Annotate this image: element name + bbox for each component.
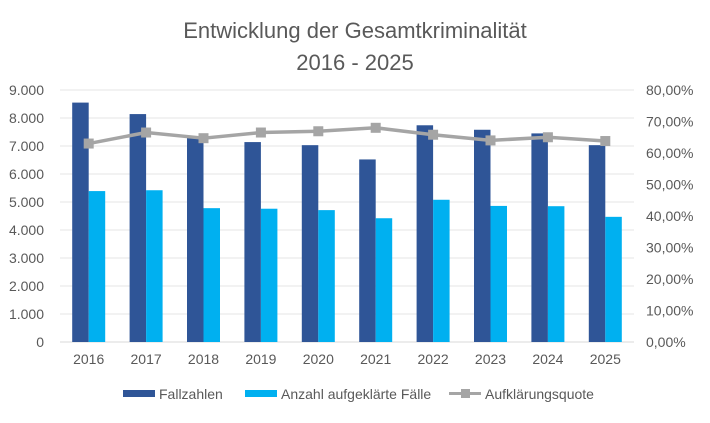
right-axis-tick-label: 70,00%	[646, 114, 693, 130]
legend-label-aufgeklaerte: Anzahl aufgeklärte Fälle	[281, 386, 431, 402]
legend-swatch-fallzahlen	[123, 390, 155, 397]
x-axis-tick-label: 2018	[188, 351, 219, 367]
left-axis-tick-label: 2.000	[9, 278, 44, 294]
bar-fallzahlen	[129, 114, 147, 342]
x-axis-tick-label: 2021	[360, 351, 391, 367]
bar-aufgeklaerte	[433, 199, 450, 342]
bar-aufgeklaerte	[260, 208, 278, 342]
left-axis-tick-label: 5.000	[9, 194, 44, 210]
bar-fallzahlen	[359, 159, 376, 342]
marker-aufklaerungsquote	[485, 135, 496, 146]
bar-aufgeklaerte	[146, 190, 163, 342]
marker-aufklaerungsquote	[370, 122, 381, 133]
x-axis-tick-label: 2017	[131, 351, 162, 367]
x-axis-tick-label: 2025	[590, 351, 621, 367]
bar-aufgeklaerte	[547, 206, 565, 342]
legend: Fallzahlen Anzahl aufgeklärte Fälle Aufk…	[123, 386, 594, 402]
bar-fallzahlen	[187, 137, 204, 342]
marker-aufklaerungsquote	[600, 136, 611, 147]
x-axis-tick-label: 2016	[73, 351, 104, 367]
legend-swatch-aufgeklaerte	[245, 390, 277, 397]
right-axis-tick-label: 20,00%	[646, 271, 693, 287]
marker-aufklaerungsquote	[198, 133, 209, 144]
left-axis-tick-label: 7.000	[9, 138, 44, 154]
right-axis-tick-label: 30,00%	[646, 240, 693, 256]
left-axis-tick-label: 4.000	[9, 222, 44, 238]
bar-aufgeklaerte	[490, 205, 507, 342]
marker-aufklaerungsquote	[313, 126, 324, 137]
bar-aufgeklaerte	[318, 210, 335, 342]
bar-fallzahlen	[416, 125, 434, 342]
legend-swatch-quote-marker	[461, 389, 470, 398]
left-axis-tick-label: 8.000	[9, 110, 44, 126]
bar-aufgeklaerte	[605, 216, 622, 342]
right-axis-tick-label: 0,00%	[646, 334, 686, 350]
marker-aufklaerungsquote	[255, 127, 266, 138]
bar-fallzahlen	[72, 102, 89, 342]
marker-aufklaerungsquote	[542, 132, 553, 143]
right-axis-tick-label: 50,00%	[646, 177, 693, 193]
legend-label-fallzahlen: Fallzahlen	[159, 386, 223, 402]
line-aufklaerungsquote	[88, 126, 606, 146]
bar-aufgeklaerte	[203, 208, 220, 342]
right-axis-tick-label: 10,00%	[646, 303, 693, 319]
x-axis-tick-label: 2022	[418, 351, 449, 367]
left-axis-tick-label: 6.000	[9, 166, 44, 182]
marker-aufklaerungsquote	[141, 127, 152, 138]
left-axis-tick-label: 1.000	[9, 306, 44, 322]
left-axis-tick-label: 9.000	[9, 82, 44, 98]
left-axis-tick-label: 0	[36, 334, 44, 350]
chart-title-line-1: Entwicklung der Gesamtkriminalität	[183, 18, 527, 43]
marker-aufklaerungsquote	[428, 129, 439, 140]
x-axis-tick-label: 2019	[245, 351, 276, 367]
chart-title-line-2: 2016 - 2025	[296, 50, 413, 75]
bar-fallzahlen	[531, 133, 548, 342]
bar-fallzahlen	[301, 145, 319, 342]
marker-aufklaerungsquote	[83, 138, 94, 149]
legend-label-quote: Aufklärungsquote	[485, 386, 594, 402]
bar-fallzahlen	[474, 129, 491, 342]
x-axis-tick-label: 2020	[303, 351, 334, 367]
left-axis-tick-label: 3.000	[9, 250, 44, 266]
right-axis-tick-label: 80,00%	[646, 82, 693, 98]
x-axis-tick-label: 2023	[475, 351, 506, 367]
bar-aufgeklaerte	[88, 191, 106, 342]
bar-fallzahlen	[244, 142, 261, 342]
bar-fallzahlen	[588, 145, 606, 342]
bar-aufgeklaerte	[375, 218, 393, 342]
right-axis-tick-label: 60,00%	[646, 145, 693, 161]
right-axis-tick-label: 40,00%	[646, 208, 693, 224]
x-axis-tick-label: 2024	[532, 351, 563, 367]
